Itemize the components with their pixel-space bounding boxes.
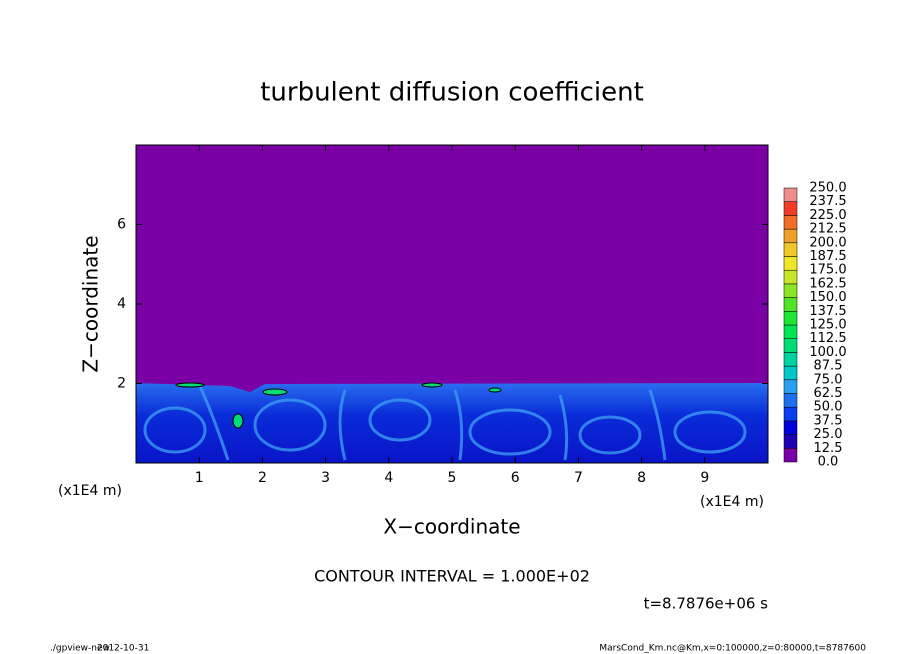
colorbar-label: 250.0 — [809, 181, 846, 196]
x-tick-label: 6 — [511, 470, 520, 486]
colorbar-box — [783, 379, 798, 394]
contour-lines — [175, 382, 502, 429]
colorbar-box — [783, 393, 798, 408]
colorbar-label: 125.0 — [809, 318, 846, 333]
colorbar-box — [783, 187, 798, 202]
boundary-layer — [136, 383, 768, 463]
colorbar-label: 112.5 — [809, 331, 846, 346]
y-axis-label: Z−coordinate — [79, 235, 103, 372]
colorbar-label: 100.0 — [809, 345, 846, 360]
colorbar-box — [783, 297, 798, 312]
eddies — [143, 385, 747, 461]
colorbar-box — [783, 228, 798, 244]
x-axis-label: X−coordinate — [383, 515, 520, 539]
colorbar-label: 25.0 — [814, 427, 843, 442]
x-tick-label: 9 — [700, 470, 709, 486]
colorbar-label: 62.5 — [814, 386, 843, 401]
x-unit-left: (x1E4 m) — [58, 483, 122, 499]
colorbar-label: 137.5 — [809, 304, 846, 319]
colorbar-box — [783, 311, 798, 326]
colorbar-label: 225.0 — [809, 208, 846, 223]
x-tick-label: 4 — [384, 470, 393, 486]
colorbar-label: 187.5 — [809, 249, 846, 264]
colorbar-box — [783, 256, 798, 271]
y-tick-label: 4 — [117, 296, 126, 312]
x-tick-label: 5 — [448, 470, 457, 486]
chart-title: turbulent diffusion coefficient — [260, 78, 644, 108]
colorbar-box — [783, 324, 798, 339]
colorbar-label: 212.5 — [809, 222, 846, 237]
colorbar-box — [783, 448, 798, 463]
footer-program: ./gpview-new — [50, 644, 110, 654]
x-tick-label: 2 — [258, 470, 267, 486]
colorbar-label: 75.0 — [814, 372, 843, 387]
colorbar-box — [783, 215, 798, 230]
x-tick-label: 7 — [574, 470, 583, 486]
colorbar-label: 50.0 — [814, 400, 843, 415]
colorbar-box — [783, 269, 798, 285]
colorbar-label: 150.0 — [809, 290, 846, 305]
footer-source: MarsCond_Km.nc@Km,x=0:100000,z=0:80000,t… — [599, 644, 866, 654]
colorbar-box — [783, 434, 798, 449]
colorbar-label: 12.5 — [814, 441, 843, 456]
x-unit-right: (x1E4 m) — [700, 494, 764, 510]
colorbar-label: 37.5 — [814, 413, 843, 428]
colorbar-box — [783, 201, 798, 216]
x-tick-label: 1 — [195, 470, 204, 486]
colorbar-box — [783, 283, 798, 298]
colorbar-box — [783, 365, 798, 381]
colorbar-box — [783, 352, 798, 367]
footer-date: 2012-10-31 — [97, 644, 149, 654]
y-tick-label: 6 — [117, 217, 126, 233]
y-tick-label: 2 — [117, 376, 126, 392]
field — [136, 145, 768, 463]
colorbar-box — [783, 406, 798, 422]
colorbar-label: 200.0 — [809, 235, 846, 250]
colorbar-label: 0.0 — [818, 455, 839, 470]
time-label: t=8.7876e+06 s — [644, 595, 769, 613]
contour-interval: CONTOUR INTERVAL = 1.000E+02 — [314, 567, 590, 586]
colorbar-label: 87.5 — [814, 359, 843, 374]
x-tick-label: 8 — [637, 470, 646, 486]
x-tick-label: 3 — [321, 470, 330, 486]
colorbar-box — [783, 242, 798, 257]
colorbar-box — [783, 420, 798, 435]
colorbar-label: 162.5 — [809, 276, 846, 291]
colorbar-label: 237.5 — [809, 194, 846, 209]
colorbar-box — [783, 338, 798, 353]
colorbar-label: 175.0 — [809, 263, 846, 278]
